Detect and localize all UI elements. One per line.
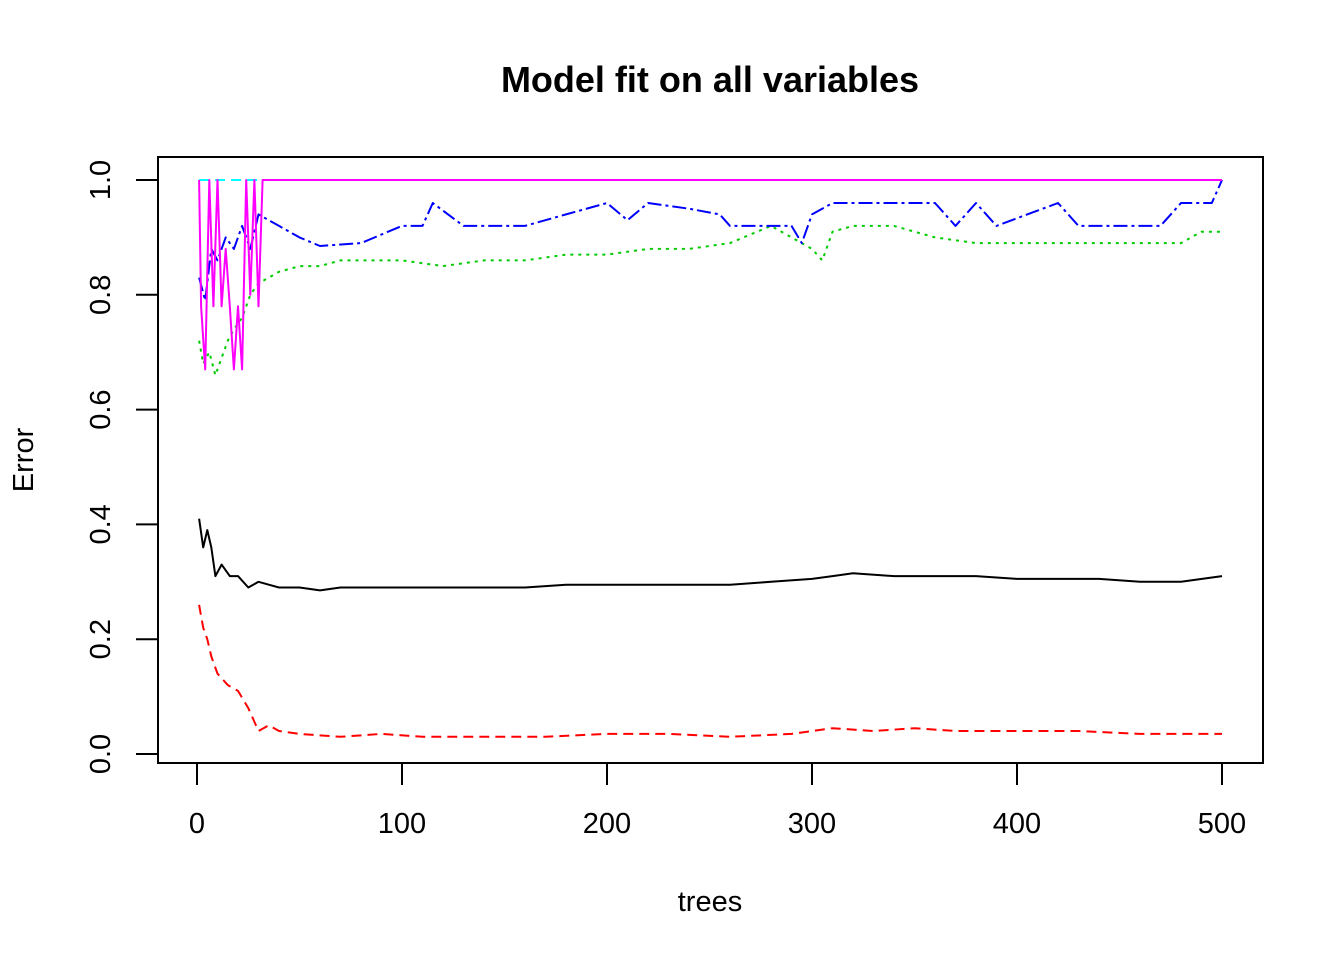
series-line-1 (198, 604, 1222, 738)
x-tick-label: 300 (788, 808, 836, 840)
y-tick-label: 0.0 (85, 734, 117, 774)
y-tick-label: 0.8 (85, 275, 117, 315)
y-axis: 0.0 0.2 0.4 0.6 0.8 1.0 (85, 160, 159, 774)
y-tick-label: 1.0 (85, 160, 117, 200)
x-tick-label: 0 (189, 808, 205, 840)
x-tick-label: 400 (993, 808, 1041, 840)
series-line-3 (198, 179, 1223, 302)
x-axis: 0 100 200 300 400 500 (189, 762, 1246, 840)
chart-title: Model fit on all variables (501, 59, 919, 100)
plot-frame (157, 156, 1264, 764)
x-tick-label: 500 (1198, 808, 1246, 840)
y-tick-label: 0.2 (85, 619, 117, 659)
y-tick-label: 0.4 (85, 504, 117, 544)
series-layer (198, 179, 1223, 738)
y-axis-title: Error (8, 427, 40, 492)
x-tick-label: 100 (378, 808, 426, 840)
series-line-5 (198, 179, 1222, 371)
series-line-0 (198, 518, 1223, 592)
series-line-2 (198, 224, 1222, 377)
x-tick-label: 200 (583, 808, 631, 840)
x-axis-title: trees (678, 886, 742, 918)
y-tick-label: 0.6 (85, 389, 117, 429)
